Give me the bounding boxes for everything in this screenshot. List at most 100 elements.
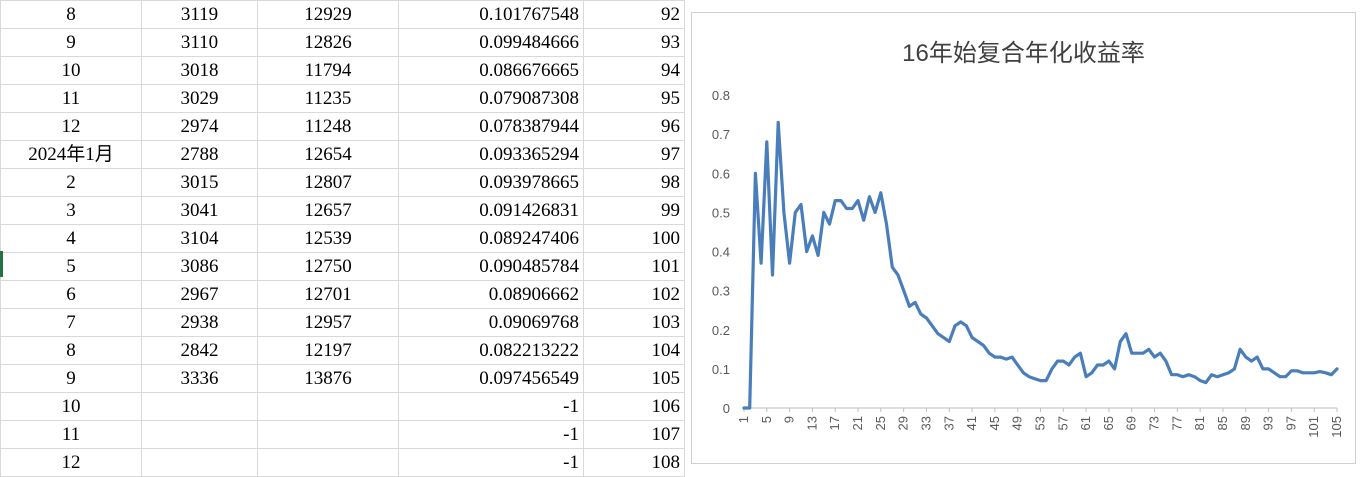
cell[interactable]: 9 — [0, 364, 142, 393]
cell[interactable]: 0.099484666 — [398, 28, 584, 57]
cell[interactable] — [141, 420, 258, 449]
cell[interactable]: 12701 — [257, 280, 399, 309]
x-tick-label: 81 — [1192, 416, 1207, 430]
cell[interactable]: 5 — [0, 252, 142, 281]
cell[interactable]: 12826 — [257, 28, 399, 57]
cell[interactable]: -1 — [398, 392, 584, 421]
cell[interactable]: 0.093978665 — [398, 168, 584, 197]
cell[interactable]: 11 — [0, 84, 142, 113]
cell[interactable]: 12807 — [257, 168, 399, 197]
cell[interactable]: 3336 — [141, 364, 258, 393]
spreadsheet-grid[interactable]: 8 3119 12929 0.101767548 92 9 3110 12826 0.09948… — [0, 0, 685, 477]
cell[interactable]: 3086 — [141, 252, 258, 281]
cell[interactable] — [257, 392, 399, 421]
cell[interactable]: 95 — [583, 84, 685, 113]
cell[interactable]: 3 — [0, 196, 142, 225]
cell[interactable]: 0.101767548 — [398, 0, 584, 29]
cell[interactable]: 12657 — [257, 196, 399, 225]
table-row: 3 3041 12657 0.091426831 99 — [0, 196, 685, 225]
cell[interactable]: 103 — [583, 308, 685, 337]
table-row: 11 3029 11235 0.079087308 95 — [0, 84, 685, 113]
cell[interactable]: 3110 — [141, 28, 258, 57]
cell[interactable]: 4 — [0, 224, 142, 253]
cell[interactable]: 0.093365294 — [398, 140, 584, 169]
cell[interactable]: 11248 — [257, 112, 399, 141]
cell[interactable]: 12654 — [257, 140, 399, 169]
cell[interactable]: -1 — [398, 448, 584, 477]
cell[interactable]: 0.091426831 — [398, 196, 584, 225]
cell[interactable]: 8 — [0, 0, 142, 29]
cell[interactable]: 3104 — [141, 224, 258, 253]
cell[interactable]: 2967 — [141, 280, 258, 309]
cell[interactable]: 11235 — [257, 84, 399, 113]
cell[interactable] — [141, 448, 258, 477]
cell[interactable]: 96 — [583, 112, 685, 141]
cell[interactable]: 7 — [0, 308, 142, 337]
cell[interactable]: 2 — [0, 168, 142, 197]
cell[interactable]: 104 — [583, 336, 685, 365]
cell[interactable]: 105 — [583, 364, 685, 393]
cell[interactable]: 0.097456549 — [398, 364, 584, 393]
cell[interactable]: 2974 — [141, 112, 258, 141]
cell[interactable]: 12 — [0, 112, 142, 141]
cell[interactable]: 100 — [583, 224, 685, 253]
table-row: 10 3018 11794 0.086676665 94 — [0, 56, 685, 85]
cell[interactable]: 92 — [583, 0, 685, 29]
cell[interactable]: 3029 — [141, 84, 258, 113]
cell[interactable]: 106 — [583, 392, 685, 421]
cell[interactable]: 6 — [0, 280, 142, 309]
cell[interactable]: 12957 — [257, 308, 399, 337]
cell[interactable]: 12750 — [257, 252, 399, 281]
table-row: 7 2938 12957 0.09069768 103 — [0, 308, 685, 337]
x-tick-label: 9 — [782, 416, 797, 423]
cell[interactable]: 93 — [583, 28, 685, 57]
cell[interactable]: 2938 — [141, 308, 258, 337]
cell[interactable] — [257, 448, 399, 477]
cell[interactable]: 2024年1月 — [0, 140, 142, 169]
cell[interactable]: 0.078387944 — [398, 112, 584, 141]
cell[interactable]: 10 — [0, 392, 142, 421]
cell[interactable]: 2788 — [141, 140, 258, 169]
cell[interactable]: 3041 — [141, 196, 258, 225]
cell[interactable]: 3018 — [141, 56, 258, 85]
cell[interactable]: 0.08906662 — [398, 280, 584, 309]
cell[interactable]: 0.089247406 — [398, 224, 584, 253]
cell[interactable] — [257, 420, 399, 449]
cell[interactable]: 3119 — [141, 0, 258, 29]
cell[interactable]: 0.082213222 — [398, 336, 584, 365]
cell[interactable]: 9 — [0, 28, 142, 57]
cell[interactable]: 99 — [583, 196, 685, 225]
cell[interactable]: 12197 — [257, 336, 399, 365]
x-tick-label: 105 — [1329, 416, 1344, 438]
cell[interactable]: 0.079087308 — [398, 84, 584, 113]
cell[interactable]: 0.090485784 — [398, 252, 584, 281]
line-chart[interactable]: 16年始复合年化收益率 0 0.1 0.2 0.3 0.4 0.5 0.6 0.7 0.8 1 5 9… — [691, 12, 1356, 464]
cell[interactable]: 0.09069768 — [398, 308, 584, 337]
cell[interactable]: 13876 — [257, 364, 399, 393]
cell[interactable]: 12 — [0, 448, 142, 477]
cell[interactable]: 94 — [583, 56, 685, 85]
cell[interactable]: 8 — [0, 336, 142, 365]
cell[interactable]: 97 — [583, 140, 685, 169]
x-tick-label: 21 — [850, 416, 865, 430]
table-row: 9 3110 12826 0.099484666 93 — [0, 28, 685, 57]
cell[interactable]: 108 — [583, 448, 685, 477]
cell[interactable]: 98 — [583, 168, 685, 197]
cell[interactable] — [141, 392, 258, 421]
cell[interactable]: 2842 — [141, 336, 258, 365]
cell[interactable]: -1 — [398, 420, 584, 449]
cell[interactable]: 3015 — [141, 168, 258, 197]
cell[interactable]: 12929 — [257, 0, 399, 29]
cell[interactable]: 102 — [583, 280, 685, 309]
cell[interactable]: 11794 — [257, 56, 399, 85]
cell[interactable]: 101 — [583, 252, 685, 281]
cell[interactable]: 11 — [0, 420, 142, 449]
table-row: 2 3015 12807 0.093978665 98 — [0, 168, 685, 197]
cell[interactable]: 10 — [0, 56, 142, 85]
data-table: 8 3119 12929 0.101767548 92 9 3110 12826 0.09948… — [0, 0, 685, 477]
x-tick-label: 49 — [1010, 416, 1025, 430]
cell[interactable]: 12539 — [257, 224, 399, 253]
cell[interactable]: 107 — [583, 420, 685, 449]
x-tick-label: 45 — [987, 416, 1002, 430]
cell[interactable]: 0.086676665 — [398, 56, 584, 85]
